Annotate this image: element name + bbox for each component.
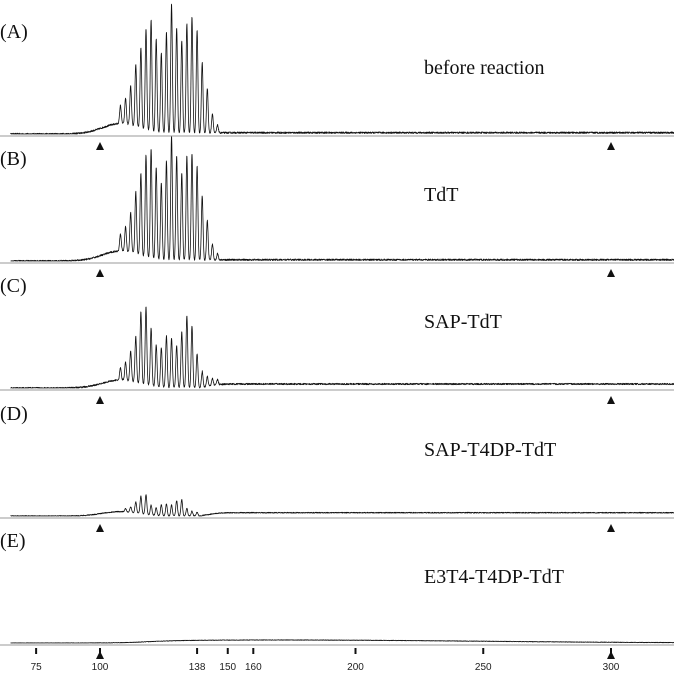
panel-e: (E) E3T4-T4DP-TdT — [0, 530, 674, 659]
panel-d: (D) SAP-T4DP-TdT — [0, 403, 674, 532]
size-marker-triangle — [96, 396, 104, 404]
x-tick-label: 150 — [219, 662, 236, 673]
size-marker-triangle — [607, 651, 615, 659]
x-tick-label: 75 — [31, 662, 43, 673]
panel-c: (C) SAP-TdT — [0, 275, 674, 404]
panel-letter: (C) — [0, 275, 27, 297]
trace-line — [10, 3, 674, 135]
size-marker-triangle — [607, 269, 615, 277]
size-marker-triangle — [96, 651, 104, 659]
size-marker-triangle — [96, 142, 104, 150]
x-tick-label: 100 — [92, 662, 109, 673]
panel-b: (B) TdT — [0, 136, 674, 277]
size-marker-triangle — [607, 396, 615, 404]
panel-a: (A) before reaction — [0, 3, 674, 150]
panel-letter: (D) — [0, 403, 28, 425]
condition-label: SAP-TdT — [424, 311, 502, 333]
condition-label: E3T4-T4DP-TdT — [424, 566, 564, 588]
panel-letter: (A) — [0, 21, 28, 43]
x-tick-label: 200 — [347, 662, 364, 673]
condition-label: TdT — [424, 184, 458, 206]
x-tick-label: 300 — [603, 662, 620, 673]
trace-line — [10, 639, 674, 644]
condition-label: SAP-T4DP-TdT — [424, 439, 556, 461]
panel-letter: (B) — [0, 148, 27, 170]
trace-line — [10, 136, 674, 262]
size-marker-triangle — [96, 524, 104, 532]
x-axis: 75 100 138 150 160 200 250 300 — [31, 648, 620, 673]
size-marker-triangle — [607, 524, 615, 532]
trace-line — [10, 306, 674, 389]
x-tick-label: 250 — [475, 662, 492, 673]
size-marker-triangle — [607, 142, 615, 150]
trace-line — [10, 494, 674, 517]
panels: (A) before reaction (B) TdT (C) SAP-TdT (D) SAP… — [0, 3, 674, 659]
panel-letter: (E) — [0, 530, 26, 552]
x-tick-label: 138 — [189, 662, 206, 673]
condition-label: before reaction — [424, 57, 544, 79]
size-marker-triangle — [96, 269, 104, 277]
x-tick-label: 160 — [245, 662, 262, 673]
